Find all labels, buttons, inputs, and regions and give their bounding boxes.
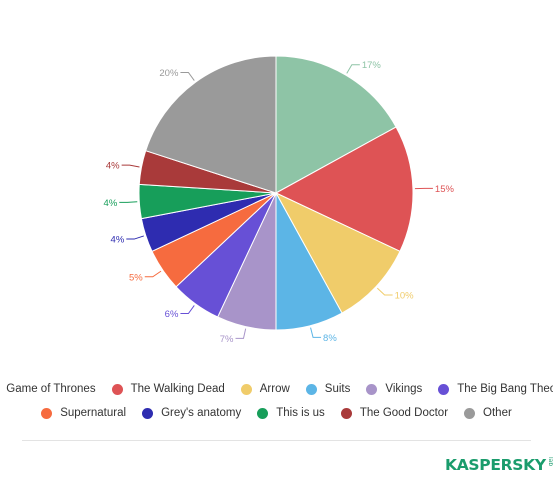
leader-line-this-is-us [119, 201, 138, 203]
value-label-game-of-thrones: 17% [362, 60, 382, 71]
legend-item-grey-s-anatomy: Grey's anatomy [142, 407, 241, 419]
pie-leader-lines [119, 64, 433, 339]
value-label-supernatural: 5% [129, 272, 143, 283]
legend-swatch [240, 383, 252, 395]
value-label-other: 20% [159, 68, 179, 79]
value-label-grey-s-anatomy: 4% [111, 235, 125, 246]
legend-row-1: Game of Thrones The Walking Dead Arrow Suit… [0, 383, 553, 395]
leader-line-arrow [376, 287, 393, 296]
legend-item-other: Other [464, 407, 512, 419]
legend-item-supernatural: Supernatural [41, 407, 126, 419]
pie-slice-other [145, 55, 277, 194]
pie-chart: 17% 15% 10% 8% 7% 6% 5% 4% 4% 4% 20% [104, 55, 455, 345]
legend-swatch [438, 383, 450, 395]
legend-swatch [257, 407, 269, 419]
leader-line-other [180, 71, 195, 81]
leader-line-the-good-doctor [121, 164, 140, 168]
legend-swatch [464, 407, 476, 419]
value-label-the-walking-dead: 15% [435, 184, 455, 195]
legend-row-2: Supernatural Grey's anatomy This is us The … [0, 407, 553, 419]
legend-label: Supernatural [60, 407, 127, 419]
legend-label: Suits [324, 383, 351, 395]
kaspersky-logo: KASPERSKY lab [445, 456, 553, 474]
brand-sub: lab [546, 457, 553, 467]
legend-label: The Big Bang Theory [457, 383, 553, 395]
pie-slice-arrow [274, 191, 401, 314]
legend-item-vikings: Vikings [366, 383, 422, 395]
legend-item-arrow: Arrow [240, 383, 290, 395]
legend-label: Other [483, 407, 512, 419]
pie-slice-game-of-thrones [275, 55, 397, 194]
legend-label: Game of Thrones [6, 383, 96, 395]
value-label-this-is-us: 4% [104, 198, 118, 209]
leader-line-the-big-bang-theory [180, 305, 195, 315]
legend-item-suits: Suits [305, 383, 351, 395]
legend-label: This is us [276, 407, 325, 419]
legend-label: The Walking Dead [130, 383, 225, 395]
leader-line-grey-s-anatomy [126, 235, 144, 240]
footer-divider [22, 440, 531, 441]
brand-name: KASPERSKY [445, 456, 546, 474]
legend-label: Grey's anatomy [161, 407, 242, 419]
legend-swatch [340, 407, 352, 419]
legend-item-the-good-doctor: The Good Doctor [340, 407, 449, 419]
leader-line-vikings [235, 328, 247, 339]
leader-line-supernatural [144, 270, 162, 278]
value-label-arrow: 10% [395, 290, 415, 301]
legend-item-the-big-bang-theory: The Big Bang Theory [438, 383, 553, 395]
value-label-the-big-bang-theory: 6% [165, 309, 179, 320]
legend-item-game-of-thrones: Game of Thrones [0, 383, 96, 395]
legend-swatch [142, 407, 154, 419]
legend-swatch [305, 383, 317, 395]
value-label-vikings: 7% [220, 334, 234, 345]
legend-label: Arrow [259, 383, 290, 395]
leader-line-suits [310, 327, 322, 338]
pie-value-labels: 17% 15% 10% 8% 7% 6% 5% 4% 4% 4% 20% [104, 60, 455, 345]
legend-item-the-walking-dead: The Walking Dead [111, 383, 225, 395]
legend-swatch [111, 383, 123, 395]
legend-label: Vikings [385, 383, 423, 395]
leader-line-game-of-thrones [346, 64, 360, 74]
value-label-the-good-doctor: 4% [106, 161, 120, 172]
legend-swatch [41, 407, 53, 419]
pie-slices [138, 55, 414, 331]
legend-swatch [366, 383, 378, 395]
legend-label: The Good Doctor [359, 407, 449, 419]
legend-item-this-is-us: This is us [257, 407, 325, 419]
pie-slice-the-walking-dead [274, 126, 414, 252]
value-label-suits: 8% [323, 333, 337, 344]
